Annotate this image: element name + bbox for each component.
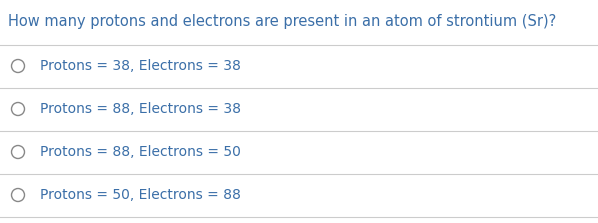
Text: Protons = 88, Electrons = 50: Protons = 88, Electrons = 50 <box>40 145 241 159</box>
Text: Protons = 88, Electrons = 38: Protons = 88, Electrons = 38 <box>40 102 241 116</box>
Text: Protons = 38, Electrons = 38: Protons = 38, Electrons = 38 <box>40 59 241 73</box>
Text: How many protons and electrons are present in an atom of strontium (Sr)?: How many protons and electrons are prese… <box>8 14 556 29</box>
Text: Protons = 50, Electrons = 88: Protons = 50, Electrons = 88 <box>40 188 241 202</box>
